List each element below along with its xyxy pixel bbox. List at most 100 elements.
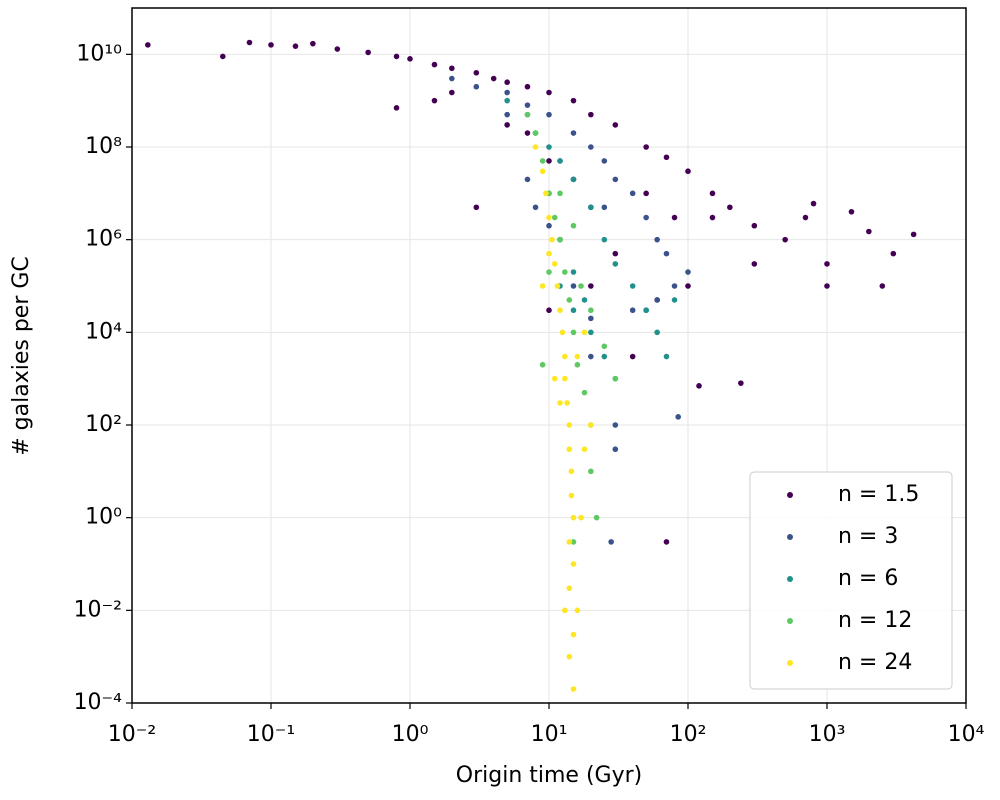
x-tick-label: 10¹ bbox=[531, 722, 568, 747]
point bbox=[601, 158, 608, 164]
point bbox=[570, 307, 577, 314]
point bbox=[643, 307, 649, 314]
legend: n = 1.5 n = 3 n = 6 n = 12 n = 24 bbox=[749, 471, 953, 690]
point bbox=[570, 283, 577, 289]
point bbox=[546, 89, 552, 96]
point bbox=[570, 686, 577, 692]
point bbox=[848, 208, 855, 215]
point bbox=[824, 261, 830, 267]
point bbox=[824, 283, 830, 289]
point bbox=[608, 539, 614, 545]
point bbox=[504, 111, 510, 118]
legend-marker bbox=[787, 492, 793, 498]
point bbox=[546, 269, 552, 275]
point bbox=[546, 144, 552, 150]
point bbox=[612, 250, 619, 257]
point bbox=[562, 375, 568, 382]
point bbox=[566, 446, 573, 453]
point bbox=[539, 361, 546, 368]
point bbox=[663, 539, 670, 545]
point bbox=[671, 297, 678, 303]
point bbox=[574, 607, 581, 614]
y-tick-label: 10⁻⁴ bbox=[74, 690, 123, 715]
x-tick-label: 10⁻² bbox=[108, 722, 156, 747]
point bbox=[663, 250, 670, 257]
point bbox=[562, 607, 568, 614]
point bbox=[601, 204, 608, 211]
point bbox=[532, 130, 539, 136]
point bbox=[532, 144, 539, 150]
point bbox=[709, 214, 716, 221]
point bbox=[566, 653, 573, 660]
point bbox=[549, 236, 555, 243]
point bbox=[629, 190, 636, 197]
point bbox=[524, 83, 531, 90]
point bbox=[685, 283, 691, 289]
x-tick-label: 10⁴ bbox=[948, 722, 985, 747]
point bbox=[566, 297, 573, 303]
point bbox=[310, 40, 316, 47]
point bbox=[219, 53, 226, 60]
point bbox=[570, 561, 577, 567]
point bbox=[810, 200, 817, 207]
y-axis-label: # galaxies per GC bbox=[9, 256, 34, 456]
point bbox=[588, 468, 594, 475]
point bbox=[654, 236, 660, 243]
point bbox=[393, 105, 400, 111]
series bbox=[524, 111, 619, 545]
point bbox=[612, 261, 619, 267]
point bbox=[365, 49, 371, 56]
point bbox=[612, 176, 619, 183]
y-tick-label: 10¹⁰ bbox=[76, 41, 122, 66]
y-tick-label: 10⁸ bbox=[85, 134, 122, 159]
x-tick-label: 10⁻¹ bbox=[247, 722, 295, 747]
point bbox=[578, 514, 584, 521]
point bbox=[588, 422, 594, 428]
point bbox=[564, 400, 570, 406]
x-axis-label: Origin time (Gyr) bbox=[456, 763, 642, 788]
point bbox=[504, 122, 510, 128]
legend-marker bbox=[787, 534, 793, 540]
point bbox=[643, 190, 649, 197]
point bbox=[685, 168, 691, 175]
point bbox=[612, 122, 619, 128]
point bbox=[557, 236, 563, 243]
point bbox=[588, 353, 594, 360]
point bbox=[473, 83, 480, 90]
point bbox=[663, 154, 670, 161]
point bbox=[588, 307, 594, 314]
point bbox=[570, 329, 577, 336]
point bbox=[539, 283, 546, 289]
legend-label: n = 3 bbox=[838, 524, 898, 549]
point bbox=[574, 361, 581, 368]
point bbox=[727, 204, 733, 211]
point bbox=[671, 214, 678, 221]
point bbox=[546, 214, 552, 221]
point bbox=[490, 75, 497, 82]
point bbox=[504, 89, 510, 96]
legend-label: n = 24 bbox=[838, 650, 912, 675]
x-tick-label: 10² bbox=[670, 722, 707, 747]
point bbox=[568, 468, 575, 475]
point bbox=[574, 353, 581, 360]
point bbox=[570, 97, 577, 104]
point bbox=[524, 111, 531, 118]
point bbox=[504, 97, 510, 104]
point bbox=[588, 283, 594, 289]
point bbox=[601, 343, 608, 350]
point bbox=[570, 269, 577, 275]
point bbox=[431, 97, 438, 104]
legend-label: n = 12 bbox=[838, 608, 912, 633]
point bbox=[562, 353, 568, 360]
y-tick-label: 10² bbox=[85, 412, 122, 437]
point bbox=[570, 222, 577, 229]
y-tick-label: 10⁻² bbox=[74, 597, 122, 622]
point bbox=[643, 144, 649, 150]
point bbox=[449, 65, 455, 72]
point bbox=[546, 307, 552, 314]
point bbox=[581, 446, 588, 453]
point bbox=[578, 283, 584, 289]
point bbox=[566, 422, 573, 428]
point bbox=[557, 307, 563, 314]
series bbox=[449, 75, 691, 545]
